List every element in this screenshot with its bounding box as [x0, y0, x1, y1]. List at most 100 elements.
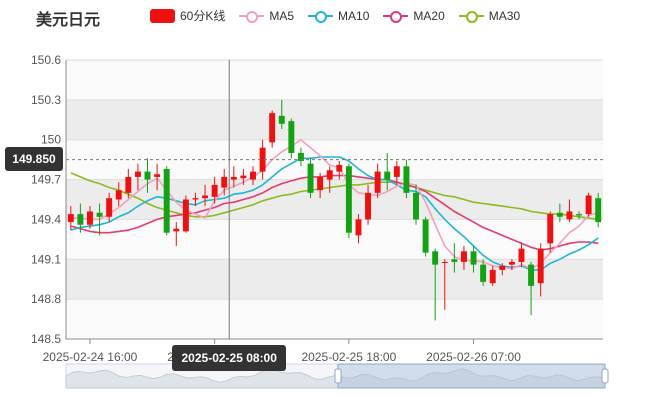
candle[interactable] — [537, 243, 544, 297]
candle[interactable] — [134, 163, 141, 191]
candle[interactable] — [326, 166, 333, 193]
ma30-line — [70, 172, 599, 221]
candle[interactable] — [528, 261, 535, 316]
candle[interactable] — [585, 192, 592, 217]
candle[interactable] — [508, 259, 515, 270]
legend-item-ma20[interactable]: MA20 — [383, 8, 445, 23]
candle[interactable] — [173, 222, 180, 246]
legend-item-ma10[interactable]: MA10 — [308, 9, 369, 23]
candle[interactable] — [202, 184, 209, 207]
candle[interactable] — [106, 192, 113, 223]
candle[interactable] — [432, 248, 439, 321]
y-tick-label: 149.7 — [31, 173, 61, 187]
candle-body — [595, 198, 602, 223]
candle[interactable] — [96, 203, 103, 236]
candle-body — [240, 175, 247, 179]
candle[interactable] — [355, 214, 362, 244]
candle[interactable] — [259, 139, 266, 180]
candle[interactable] — [163, 166, 170, 236]
candle[interactable] — [221, 168, 228, 196]
candle[interactable] — [345, 163, 352, 239]
candle-body — [211, 184, 218, 197]
candle-body — [269, 113, 276, 143]
datazoom-handle-left[interactable] — [334, 368, 342, 384]
candle[interactable] — [250, 166, 256, 185]
y-tick-label: 149.1 — [31, 252, 61, 266]
candle[interactable] — [489, 265, 496, 286]
candle[interactable] — [413, 184, 419, 225]
legend-swatch — [150, 8, 175, 23]
y-tick-label: 149.4 — [31, 212, 61, 226]
candle[interactable] — [518, 243, 525, 268]
candle[interactable] — [595, 192, 602, 228]
candle[interactable] — [336, 160, 343, 180]
candle-body — [230, 176, 237, 180]
candle[interactable] — [240, 168, 247, 185]
candle[interactable] — [470, 246, 477, 273]
candle[interactable] — [460, 246, 467, 270]
legend-item-ma30[interactable]: MA30 — [458, 9, 520, 23]
candle[interactable] — [451, 243, 458, 273]
candle[interactable] — [192, 192, 199, 207]
x-tick-label: 2025-02-25 18:00 — [302, 350, 397, 364]
candle[interactable] — [211, 176, 218, 204]
legend-item-ma5[interactable]: MA5 — [239, 9, 294, 23]
candle[interactable] — [297, 147, 304, 167]
candle-body — [115, 190, 122, 200]
candle-body — [480, 264, 487, 282]
candle[interactable] — [393, 160, 400, 185]
candle[interactable] — [230, 166, 237, 188]
datazoom-handle-right[interactable] — [601, 368, 609, 384]
candle[interactable] — [317, 172, 324, 199]
legend-label: MA20 — [413, 8, 445, 23]
candle[interactable] — [87, 206, 93, 229]
candle[interactable] — [144, 158, 151, 193]
candle[interactable] — [115, 182, 122, 207]
candle[interactable] — [441, 259, 448, 310]
candle-body — [460, 251, 467, 262]
candle[interactable] — [374, 163, 381, 199]
candle[interactable] — [576, 211, 582, 220]
candle-body — [125, 176, 132, 193]
candle[interactable] — [307, 158, 314, 199]
candle-body — [470, 251, 477, 265]
candle-body — [106, 198, 113, 217]
candle[interactable] — [384, 153, 391, 191]
candle[interactable] — [480, 259, 487, 286]
candle-body — [77, 214, 84, 225]
grid-band — [66, 259, 603, 300]
candle[interactable] — [403, 159, 410, 199]
legend-swatch — [239, 9, 265, 23]
candle[interactable] — [182, 195, 189, 233]
candle[interactable] — [154, 163, 161, 191]
x-tick-label: 2025-02-26 07:00 — [426, 350, 521, 364]
y-tick-label: 148.8 — [31, 292, 61, 306]
candle-body — [393, 166, 400, 177]
candle[interactable] — [288, 118, 295, 159]
candle[interactable] — [422, 216, 429, 257]
candle[interactable] — [566, 199, 573, 223]
grid-band — [66, 179, 603, 220]
candle[interactable] — [547, 211, 554, 253]
candle[interactable] — [77, 203, 84, 233]
candle-body — [365, 192, 372, 220]
candle-body — [432, 251, 439, 265]
candle-body — [317, 176, 324, 191]
legend-item-60分k线[interactable]: 60分K线 — [150, 7, 225, 24]
candle-body — [297, 153, 304, 161]
candle[interactable] — [556, 203, 563, 223]
ma5-line — [70, 138, 599, 270]
candle-body — [556, 212, 563, 217]
candle[interactable] — [269, 110, 276, 148]
candle-body — [345, 166, 352, 233]
candle[interactable] — [125, 168, 132, 199]
candle[interactable] — [365, 184, 372, 225]
grid-band — [66, 299, 603, 339]
grid-band — [66, 139, 603, 180]
candle[interactable] — [499, 263, 506, 276]
candle-body — [192, 198, 199, 200]
ma10-line — [70, 156, 599, 271]
candle[interactable] — [67, 206, 74, 231]
candle[interactable] — [278, 99, 285, 130]
